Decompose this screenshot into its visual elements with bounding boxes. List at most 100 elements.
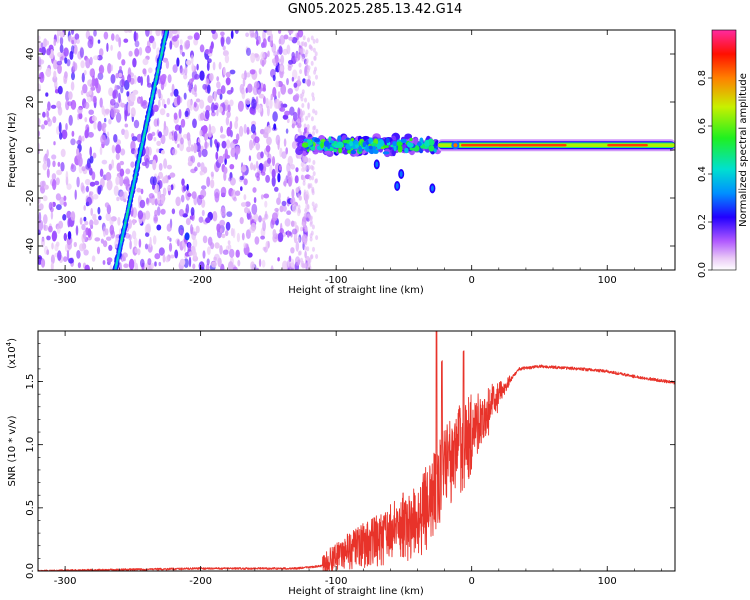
noise-blob [176,57,180,67]
noise-blob [218,155,224,164]
noise-blob [76,140,82,145]
noise-blob [307,164,311,170]
noise-blob [280,54,285,65]
noise-blob [54,79,58,89]
noise-blob [169,172,176,178]
noise-blob [142,214,146,224]
noise-blob [219,245,223,255]
noise-blob [306,246,310,252]
noise-blob [81,135,85,142]
noise-blob [271,176,276,187]
noise-blob [63,78,67,85]
noise-blob [91,255,96,262]
noise-blob [129,240,132,250]
noise-blob [278,38,282,45]
noise-blob [67,231,72,240]
noise-blob [83,69,87,76]
noise-blob [213,188,220,199]
noise-blob [153,214,159,224]
noise-blob [102,226,107,238]
noise-blob [312,246,315,252]
noise-blob [85,57,91,69]
noise-blob [87,228,92,238]
noise-blob [279,205,284,213]
noise-blob [232,228,236,239]
noise-blob [183,185,187,192]
noise-blob [307,112,311,118]
noise-blob [199,99,205,109]
noise-blob [82,83,88,94]
noise-blob [160,208,166,215]
noise-blob [291,123,295,129]
x-tick-label: 100 [598,576,617,587]
noise-blob [314,51,318,57]
noise-blob [128,50,133,57]
band-blob [329,140,335,144]
noise-blob [270,33,273,41]
noise-blob [43,120,48,126]
noise-blob [245,72,251,78]
noise-blob [59,132,63,140]
noise-blob [205,109,210,120]
noise-blob [51,173,57,181]
noise-blob [156,117,160,127]
noise-blob [291,188,295,199]
noise-blob [298,62,302,68]
noise-blob [272,229,277,238]
noise-blob [299,48,303,54]
noise-blob [130,107,136,118]
noise-blob [260,151,264,159]
noise-blob [292,204,298,213]
noise-blob [237,100,244,112]
noise-blob [59,36,64,46]
noise-blob [84,101,90,110]
noise-blob [41,237,45,248]
noise-blob [295,241,299,252]
noise-blob [286,78,289,86]
noise-blob [166,112,170,118]
noise-blob [55,193,62,201]
noise-blob [255,160,259,169]
noise-blob [38,142,41,151]
noise-blob [93,121,97,130]
noise-blob [312,38,316,44]
noise-blob [89,68,95,77]
noise-blob [89,219,94,227]
noise-blob [187,35,193,40]
noise-blob [123,263,129,269]
noise-blob [266,30,272,36]
noise-blob [144,243,149,250]
noise-blob [311,224,315,230]
noise-blob [219,228,223,234]
noise-blob [130,161,135,168]
noise-blob [172,64,178,73]
noise-blob [116,196,120,202]
noise-blob [179,258,186,266]
band-blob [297,145,302,150]
noise-blob [312,96,315,102]
noise-blob [255,54,260,62]
noise-blob [288,59,294,65]
noise-blob [212,211,218,222]
noise-blob [204,132,209,141]
noise-blob [312,171,316,177]
noise-blob [244,207,249,214]
noise-blob [138,238,142,248]
band-blob [350,150,357,155]
noise-blob [142,58,149,66]
noise-blob [183,92,187,100]
noise-blob [60,148,66,158]
noise-blob [106,257,113,263]
band-blob [392,141,397,147]
noise-blob [191,63,195,72]
noise-blob [250,162,254,171]
noise-blob [71,39,75,45]
noise-blob [181,178,185,186]
noise-blob [234,120,239,130]
noise-blob [310,116,314,122]
noise-blob [136,187,142,193]
noise-blob [311,92,315,98]
noise-blob [283,138,287,147]
noise-blob [156,140,162,147]
noise-blob [38,130,41,137]
